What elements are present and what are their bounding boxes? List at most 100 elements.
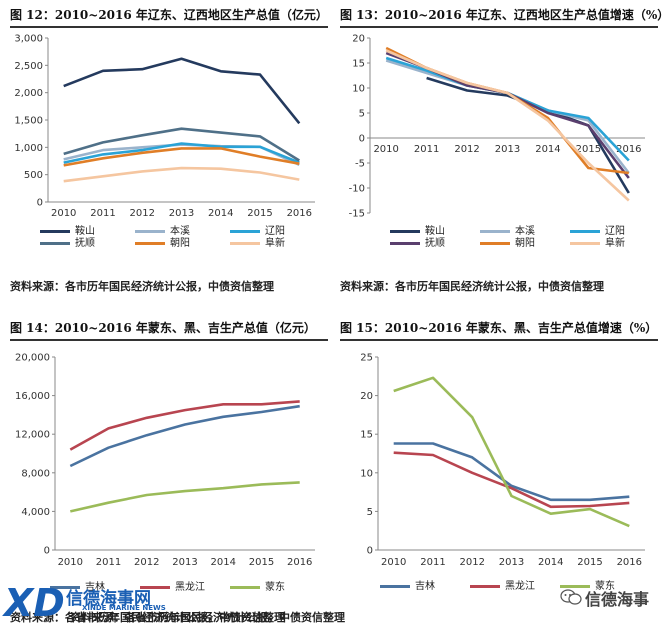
y-tick-label: 5	[367, 507, 373, 518]
x-tick-label: 2016	[287, 557, 312, 568]
legend-item: 本溪	[135, 222, 190, 237]
panel-fig13: 图 13：2010~2016 年辽东、辽西地区生产总值增速（%） -15 -10-…	[340, 0, 669, 300]
wechat-icon	[560, 588, 582, 606]
source-note: 资料来源：各省市历年国民经济统计公报，中债资信整理	[10, 611, 285, 624]
series-line-蒙东	[393, 376, 630, 528]
legend-swatch	[135, 241, 165, 245]
x-tick-label: 2013	[169, 208, 194, 219]
chart-title: 图 15：2010~2016 年蒙东、黑、吉生产总值增速（%）	[340, 321, 658, 335]
y-tick-label: 20	[360, 391, 373, 402]
title-rule	[10, 26, 328, 28]
y-tick-label: -15	[349, 209, 365, 220]
legend-swatch	[480, 241, 510, 245]
series-line-朝阳	[63, 147, 300, 167]
legend-label: 鞍山	[75, 226, 95, 237]
legend-swatch	[230, 229, 260, 233]
legend-label: 黑龙江	[175, 582, 205, 593]
y-tick-label: 500	[24, 170, 43, 181]
x-tick-label: 2014	[208, 208, 233, 219]
x-tick-label: 2016	[616, 144, 641, 155]
legend-item: 辽阳	[570, 222, 625, 237]
x-tick-label: 2015	[247, 208, 272, 219]
x-tick-label: 2014	[211, 557, 236, 568]
legend-label: 朝阳	[515, 238, 535, 249]
legend-swatch	[570, 229, 600, 233]
legend-label: 吉林	[415, 581, 435, 592]
panel-fig14: 图 14：2010~2016 年蒙东、黑、吉生产总值（亿元） 0 4,000 8,0…	[10, 315, 330, 627]
y-tick-label: 8,000	[21, 468, 50, 479]
x-tick-label: 2010	[51, 208, 76, 219]
y-tick-label: -10	[349, 184, 365, 195]
legend-item: 蒙东	[560, 577, 615, 592]
chart-title: 图 12：2010~2016 年辽东、辽西地区生产总值（亿元）	[10, 8, 328, 22]
series-line-黑龙江	[69, 400, 300, 451]
legend-item: 蒙东	[230, 578, 285, 593]
legend-label: 本溪	[515, 226, 535, 237]
legend-swatch	[480, 229, 510, 233]
x-tick-label: 2016	[617, 557, 642, 568]
y-tick-label: 25	[360, 353, 373, 364]
y-tick-label: 5	[359, 109, 365, 120]
source-note: 资料来源：各省市历年国民经济统计公报，中债资信整理	[70, 611, 345, 624]
legend-swatch	[390, 241, 420, 245]
y-tick-label: 10	[352, 84, 365, 95]
legend-swatch	[40, 229, 70, 233]
chart-area: 0 4,000 8,000 12,000 16,000 20,000 2010 2011 201…	[15, 353, 315, 568]
chart-legend: 鞍山 本溪 辽阳抚顺 朝阳 阜新	[40, 222, 320, 262]
chart-legend: 吉林 黑龙江 蒙东	[50, 578, 320, 598]
x-tick-label: 2010	[381, 557, 406, 568]
series-line-黑龙江	[393, 451, 630, 509]
legend-label: 辽阳	[265, 226, 285, 237]
panel-fig12: 图 12：2010~2016 年辽东、辽西地区生产总值（亿元） 0 500 1,00…	[10, 0, 330, 300]
y-tick-label: 3,000	[14, 34, 43, 45]
source-note: 资料来源：各市历年国民经济统计公报，中债资信整理	[10, 280, 274, 293]
legend-item: 鞍山	[390, 222, 445, 237]
svg-text:XD: XD	[2, 581, 65, 625]
legend-item: 阜新	[230, 234, 285, 249]
chart-legend: 吉林 黑龙江 蒙东	[380, 577, 650, 597]
legend-label: 蒙东	[265, 582, 285, 593]
legend-swatch	[135, 229, 165, 233]
chart-legend: 鞍山 本溪 辽阳 抚顺 朝阳 阜新	[390, 222, 660, 262]
source-note: 资料来源：各市历年国民经济统计公报，中债资信整理	[340, 280, 604, 293]
legend-swatch	[50, 585, 80, 589]
brand-name: 信德海事网	[66, 589, 151, 609]
legend-swatch	[570, 241, 600, 245]
y-tick-label: 20	[352, 34, 365, 45]
y-tick-label: 12,000	[15, 430, 50, 441]
series-line-吉林	[69, 404, 300, 468]
y-tick-label: 15	[360, 430, 373, 441]
legend-swatch	[380, 584, 410, 588]
series-line-阜新	[385, 49, 630, 202]
x-tick-label: 2015	[249, 557, 274, 568]
title-rule	[10, 339, 328, 341]
y-tick-label: 1,500	[14, 116, 43, 127]
legend-label: 抚顺	[75, 238, 95, 249]
legend-item: 辽阳	[230, 222, 285, 237]
chart-area: -15 -10 -5 0 5 10 15 20 2010 2011 2012 2013 2014 2015…	[349, 34, 645, 220]
x-tick-label: 2012	[130, 208, 155, 219]
x-tick-label: 2013	[499, 557, 524, 568]
legend-label: 鞍山	[425, 226, 445, 237]
legend-item: 抚顺	[40, 234, 95, 249]
legend-label: 辽阳	[605, 226, 625, 237]
y-tick-label: 2,000	[14, 88, 43, 99]
series-line-阜新	[63, 166, 300, 183]
wechat-account-name: 信德海事	[585, 590, 650, 609]
chart-title: 图 13：2010~2016 年辽东、辽西地区生产总值增速（%）	[340, 8, 670, 22]
legend-label: 抚顺	[425, 238, 445, 249]
legend-swatch	[390, 229, 420, 233]
x-tick-label: 2014	[535, 144, 560, 155]
y-tick-label: 1,000	[14, 143, 43, 154]
y-tick-label: 10	[360, 468, 373, 479]
x-tick-label: 2013	[495, 144, 520, 155]
series-line-抚顺	[63, 127, 300, 162]
series-line-蒙东	[70, 481, 300, 513]
y-tick-label: 0	[359, 134, 365, 145]
x-tick-label: 2011	[420, 557, 445, 568]
chart-area: 0 5 10 15 20 25 2010 2011 2012 2013 2014 2015 2016	[360, 353, 645, 568]
chart-area: 0 500 1,000 1,500 2,000 2,500 3,000 2010 2011 201…	[14, 34, 315, 219]
xinde-logo-icon: XD	[2, 581, 65, 625]
legend-label: 蒙东	[595, 581, 615, 592]
legend-label: 朝阳	[170, 238, 190, 249]
